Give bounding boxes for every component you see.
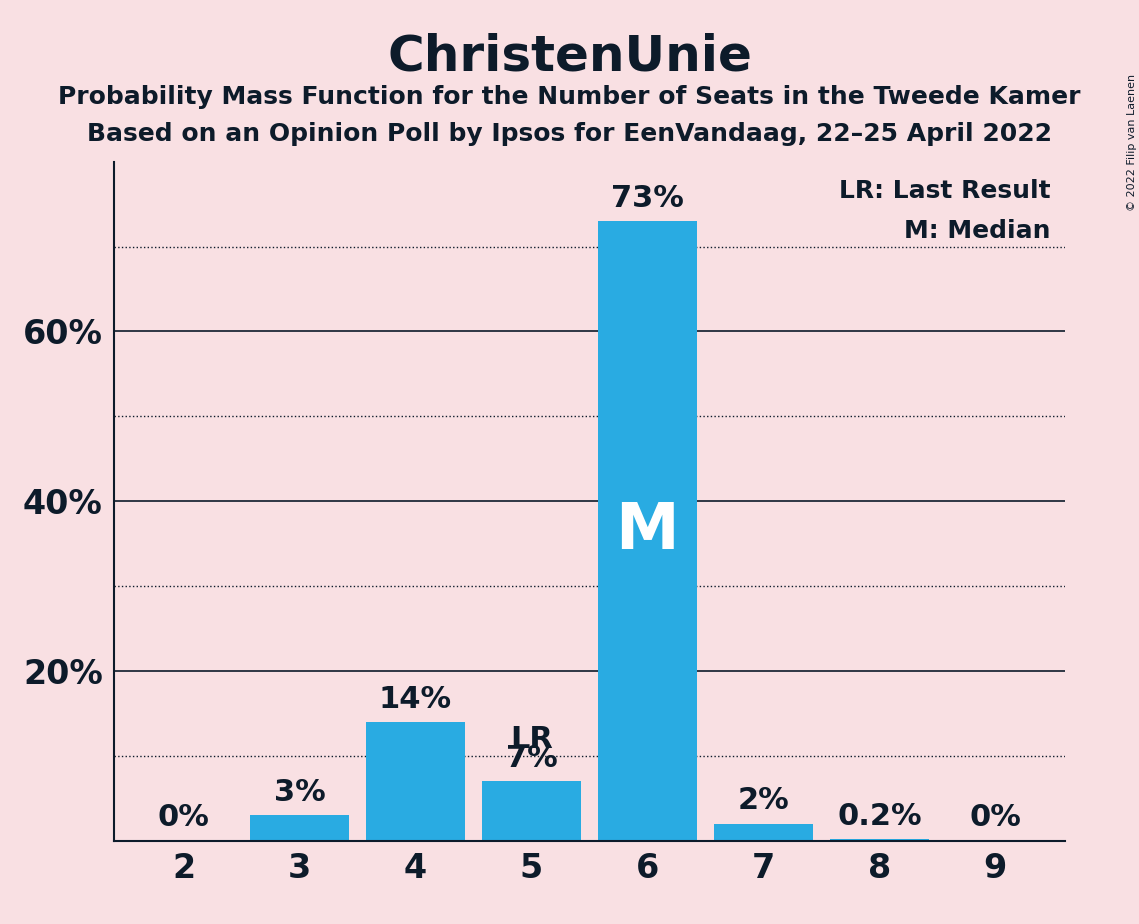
- Text: 7%: 7%: [506, 744, 557, 772]
- Text: LR: LR: [510, 725, 552, 754]
- Text: Based on an Opinion Poll by Ipsos for EenVandaag, 22–25 April 2022: Based on an Opinion Poll by Ipsos for Ee…: [87, 122, 1052, 146]
- Bar: [251, 815, 349, 841]
- Text: 0%: 0%: [969, 803, 1022, 833]
- Text: LR: Last Result: LR: Last Result: [839, 178, 1050, 202]
- Text: 0.2%: 0.2%: [837, 802, 921, 831]
- Bar: [714, 824, 813, 841]
- Text: © 2022 Filip van Laenen: © 2022 Filip van Laenen: [1126, 74, 1137, 211]
- Bar: [830, 839, 928, 841]
- Text: M: Median: M: Median: [904, 219, 1050, 243]
- Text: ChristenUnie: ChristenUnie: [387, 32, 752, 80]
- Bar: [482, 782, 581, 841]
- Text: 0%: 0%: [157, 803, 210, 833]
- Text: 3%: 3%: [273, 778, 326, 807]
- Bar: [598, 221, 697, 841]
- Bar: [366, 722, 465, 841]
- Text: 14%: 14%: [379, 685, 452, 713]
- Text: Probability Mass Function for the Number of Seats in the Tweede Kamer: Probability Mass Function for the Number…: [58, 85, 1081, 109]
- Text: 2%: 2%: [738, 786, 789, 815]
- Text: M: M: [615, 500, 679, 562]
- Text: 73%: 73%: [611, 184, 683, 213]
